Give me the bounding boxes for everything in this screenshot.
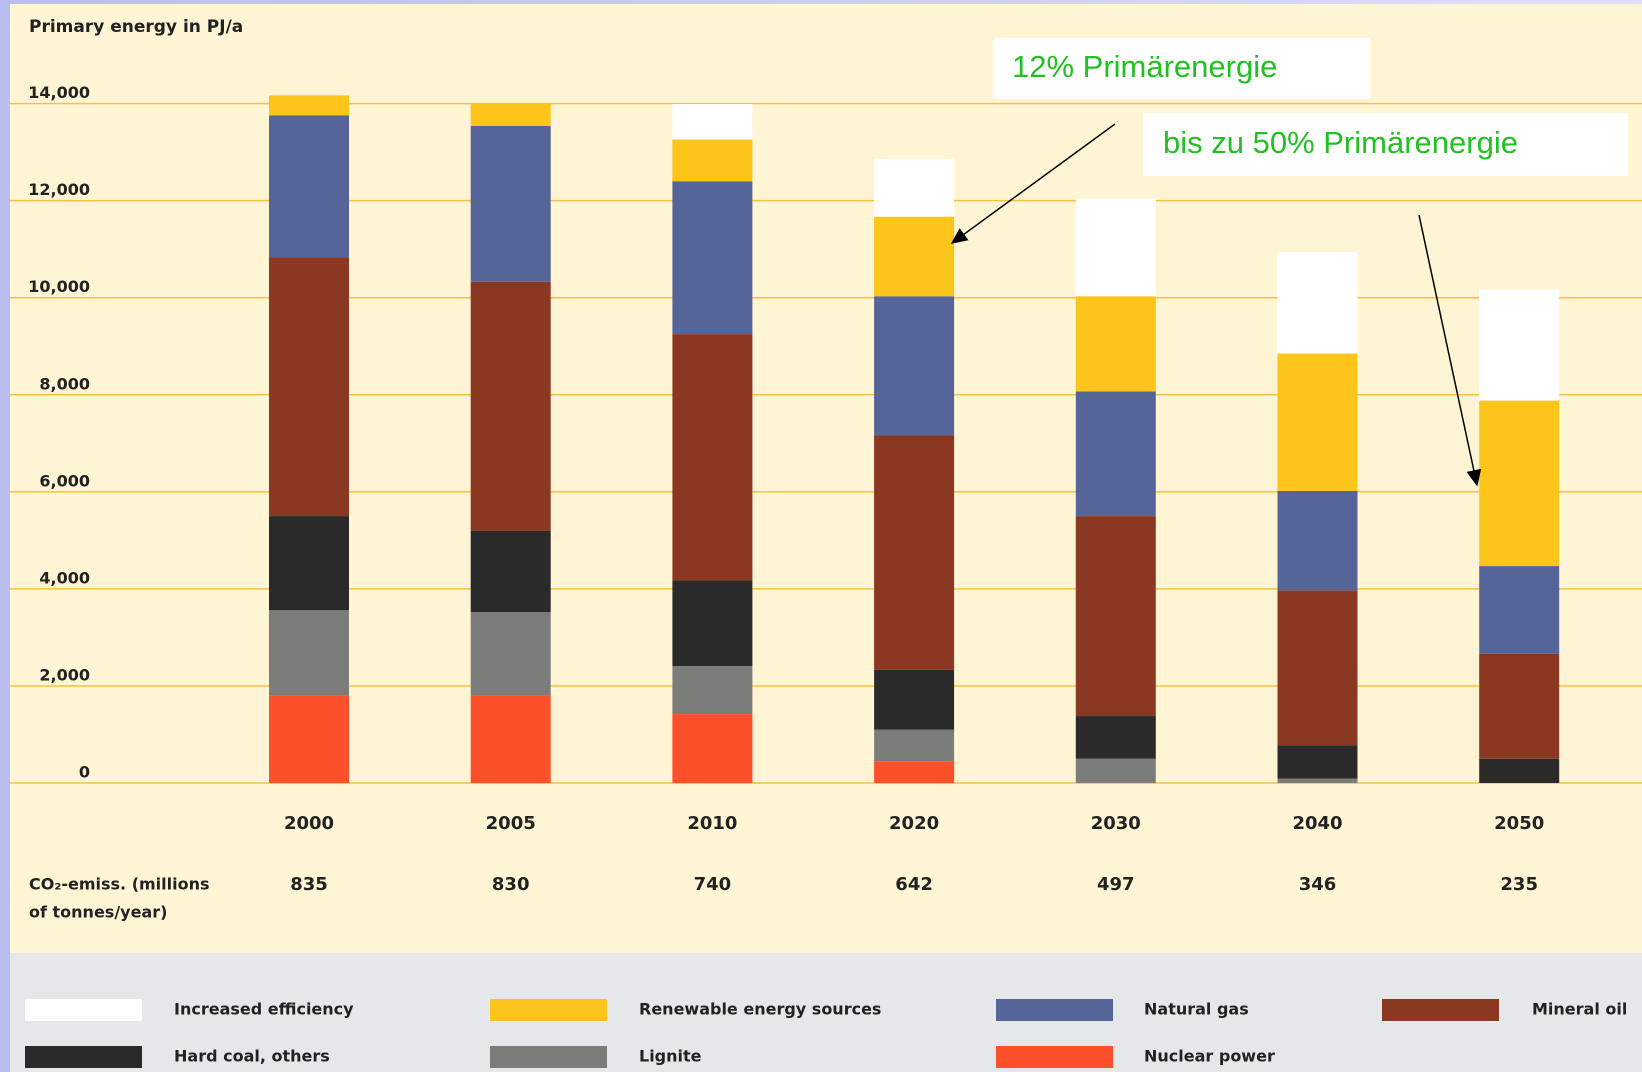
bar-segment: [1075, 716, 1156, 759]
x-tick-label: 2050: [1494, 813, 1544, 834]
y-tick-label: 2,000: [39, 665, 90, 684]
legend-swatch: [1382, 999, 1499, 1021]
bar-segment: [672, 580, 753, 667]
bar-segment: [1075, 391, 1156, 517]
y-tick-label: 14,000: [28, 83, 90, 102]
legend-label: Increased efficiency: [174, 1000, 354, 1019]
bar-segment: [672, 666, 753, 715]
legend-label: Mineral oil: [1532, 1000, 1627, 1019]
x-tick-label: 2030: [1091, 813, 1141, 834]
legend-swatch: [490, 1046, 607, 1068]
bar-segment: [1277, 490, 1358, 591]
bar-segment: [470, 612, 551, 696]
bar-segment: [1075, 296, 1156, 392]
y-tick-label: 4,000: [39, 568, 90, 587]
y-tick-label: 10,000: [28, 277, 90, 296]
bar-segment: [672, 104, 753, 140]
annotation: 12% Primärenergie: [1012, 49, 1277, 84]
legend-label: Hard coal, others: [174, 1047, 330, 1066]
bar-segment: [1075, 198, 1156, 297]
bar-segment: [672, 334, 753, 581]
bar-segment: [470, 530, 551, 613]
x-tick-label: 2040: [1292, 813, 1342, 834]
co2-value: 830: [492, 874, 530, 895]
bar-segment: [672, 181, 753, 335]
bar-segment: [1479, 566, 1560, 654]
bar-segment: [874, 158, 955, 217]
bar-segment: [1479, 758, 1560, 783]
bar-segment: [1277, 745, 1358, 779]
bar-segment: [1479, 400, 1560, 567]
x-tick-label: 2020: [889, 813, 939, 834]
bar-segment: [874, 435, 955, 670]
bar-segment: [269, 610, 349, 696]
bar-segment: [269, 695, 349, 783]
x-tick-label: 2010: [687, 813, 737, 834]
bar-segment: [1277, 353, 1358, 491]
legend-swatch: [996, 1046, 1113, 1068]
bar-segment: [269, 516, 349, 611]
co2-value: 835: [290, 874, 328, 895]
legend-swatch: [25, 1046, 142, 1068]
bar-segment: [470, 695, 551, 783]
bar-segment: [1277, 252, 1358, 354]
legend-background: [10, 953, 1642, 1072]
legend-swatch: [996, 999, 1113, 1021]
legend-label: Renewable energy sources: [639, 1000, 881, 1019]
bar-segment: [672, 714, 753, 783]
bar-segment: [1479, 653, 1560, 759]
bar-segment: [874, 296, 955, 436]
bar-segment: [1075, 516, 1156, 717]
bar-segment: [1277, 590, 1358, 746]
co2-label: of tonnes/year): [29, 903, 167, 922]
annotation-arrow: [1418, 214, 1482, 487]
annotation: bis zu 50% Primärenergie: [1163, 125, 1518, 160]
bar-segment: [874, 669, 955, 730]
x-tick-label: 2000: [284, 813, 334, 834]
co2-value: 235: [1500, 874, 1538, 895]
bar-segment: [470, 281, 551, 531]
annotation-arrow: [950, 123, 1116, 244]
bar-segment: [470, 104, 551, 126]
plot: 0 2,000 4,000 6,000 8,000 10,000 12,000 14,000 2…: [10, 83, 1642, 1068]
legend-label: Nuclear power: [1144, 1047, 1275, 1066]
y-tick-label: 8,000: [39, 374, 90, 393]
x-tick-label: 2005: [486, 813, 536, 834]
bar-segment: [874, 729, 955, 762]
co2-value: 497: [1097, 874, 1135, 895]
legend-swatch: [490, 999, 607, 1021]
legend-swatch: [25, 999, 142, 1021]
bar-segment: [269, 95, 349, 116]
co2-value: 346: [1299, 874, 1337, 895]
bar-segment: [672, 139, 753, 182]
bar-segment: [1479, 289, 1560, 401]
bar-segment: [269, 257, 349, 517]
chart-title: Primary energy in PJ/a: [29, 17, 243, 37]
bar-segment: [1277, 778, 1358, 783]
annotation-box: [1143, 113, 1628, 176]
bar-segment: [874, 216, 955, 297]
bar-segment: [269, 115, 349, 258]
legend-label: Natural gas: [1144, 1000, 1249, 1019]
co2-value: 740: [694, 874, 732, 895]
bar-segment: [874, 761, 955, 783]
bar-segment: [1075, 758, 1156, 783]
legend-label: Lignite: [639, 1047, 702, 1066]
y-tick-label: 0: [79, 763, 90, 782]
y-tick-label: 6,000: [39, 471, 90, 490]
annotation-box: [993, 38, 1370, 99]
bar-segment: [470, 125, 551, 282]
co2-label: CO₂-emiss. (millions: [29, 875, 210, 894]
co2-value: 642: [895, 874, 933, 895]
y-tick-label: 12,000: [28, 180, 90, 199]
